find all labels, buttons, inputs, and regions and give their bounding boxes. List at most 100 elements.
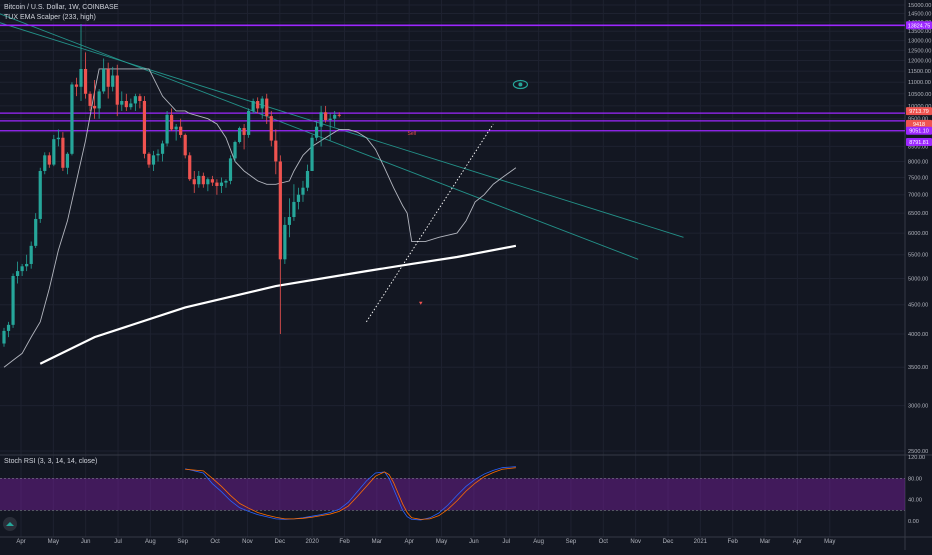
- candle[interactable]: [102, 68, 106, 92]
- candle[interactable]: [111, 75, 115, 87]
- candle[interactable]: [52, 139, 56, 165]
- price-tag: [906, 137, 932, 146]
- x-tick-label: May: [436, 539, 447, 545]
- x-tick-label: Nov: [242, 539, 253, 545]
- candle[interactable]: [292, 201, 296, 218]
- support-trendline[interactable]: [366, 123, 494, 323]
- candle[interactable]: [156, 153, 160, 156]
- y-tick-label: 6500.00: [908, 211, 928, 217]
- candle[interactable]: [251, 100, 255, 111]
- candle[interactable]: [83, 68, 88, 94]
- candle[interactable]: [47, 155, 51, 165]
- candle[interactable]: [287, 217, 291, 225]
- candle[interactable]: [43, 155, 47, 171]
- candle[interactable]: [274, 140, 278, 162]
- candle[interactable]: [88, 93, 92, 106]
- candle[interactable]: [260, 98, 264, 109]
- candle[interactable]: [233, 142, 237, 159]
- y-tick-label: 10500.00: [908, 92, 931, 98]
- x-tick-label: Feb: [339, 539, 350, 545]
- candle[interactable]: [337, 114, 341, 116]
- candle[interactable]: [97, 91, 101, 109]
- stoch-tick-label: 80.00: [908, 476, 922, 482]
- y-tick-label: 2500.00: [908, 449, 928, 455]
- eye-icon[interactable]: [512, 79, 529, 90]
- candle[interactable]: [265, 98, 269, 117]
- candle[interactable]: [324, 112, 328, 121]
- candle[interactable]: [124, 100, 128, 108]
- candle[interactable]: [115, 75, 119, 105]
- candle[interactable]: [6, 324, 11, 331]
- candle[interactable]: [138, 96, 142, 101]
- candle[interactable]: [160, 143, 165, 154]
- sell-arrow-icon: [418, 301, 423, 305]
- candle[interactable]: [247, 110, 251, 135]
- candle[interactable]: [151, 155, 156, 165]
- trendline[interactable]: [0, 7, 639, 260]
- candle[interactable]: [74, 84, 79, 87]
- candle[interactable]: [296, 194, 301, 202]
- y-tick-label: 8000.00: [908, 159, 928, 165]
- candle[interactable]: [56, 137, 60, 140]
- candle[interactable]: [142, 100, 147, 154]
- candle[interactable]: [228, 158, 233, 181]
- ema-scalper-line[interactable]: [3, 68, 517, 368]
- x-tick-label: Dec: [663, 539, 674, 545]
- candle[interactable]: [129, 103, 133, 108]
- stoch-line-d[interactable]: [185, 467, 516, 520]
- candle[interactable]: [120, 100, 124, 105]
- candle[interactable]: [201, 175, 205, 185]
- candle[interactable]: [219, 182, 224, 186]
- tradingview-logo-icon[interactable]: [3, 517, 17, 531]
- candle[interactable]: [2, 330, 6, 344]
- candle[interactable]: [328, 118, 332, 121]
- x-tick-label: Oct: [599, 539, 609, 545]
- candle[interactable]: [319, 112, 323, 127]
- candle[interactable]: [20, 266, 24, 272]
- candle[interactable]: [188, 155, 192, 180]
- candle[interactable]: [29, 245, 33, 264]
- candle[interactable]: [106, 68, 110, 87]
- candle[interactable]: [333, 114, 337, 119]
- candle[interactable]: [269, 116, 273, 141]
- candle[interactable]: [215, 182, 219, 186]
- trendline[interactable]: [0, 17, 684, 238]
- candle[interactable]: [210, 179, 214, 183]
- x-tick-label: May: [824, 539, 835, 545]
- candle[interactable]: [70, 84, 74, 154]
- candle[interactable]: [25, 263, 29, 267]
- candle[interactable]: [79, 68, 83, 87]
- candle[interactable]: [93, 105, 97, 109]
- candle[interactable]: [224, 180, 228, 183]
- stoch-line-k[interactable]: [185, 466, 516, 521]
- candle[interactable]: [314, 126, 319, 138]
- candle[interactable]: [11, 275, 15, 325]
- candle[interactable]: [206, 179, 210, 185]
- y-tick-label: 6000.00: [908, 231, 928, 237]
- candle[interactable]: [34, 218, 38, 246]
- candle[interactable]: [61, 137, 65, 168]
- candle[interactable]: [174, 126, 178, 130]
- candle[interactable]: [192, 179, 196, 185]
- candle[interactable]: [147, 153, 151, 165]
- candle[interactable]: [301, 187, 305, 195]
- candle[interactable]: [170, 114, 174, 130]
- candle[interactable]: [242, 128, 246, 135]
- candle[interactable]: [197, 175, 201, 185]
- candle[interactable]: [15, 271, 20, 276]
- candle[interactable]: [65, 153, 70, 168]
- candle[interactable]: [237, 128, 242, 143]
- candle[interactable]: [179, 126, 183, 135]
- ma-200-line[interactable]: [39, 244, 517, 365]
- candle[interactable]: [305, 170, 310, 188]
- candle[interactable]: [283, 224, 287, 260]
- candle[interactable]: [133, 96, 137, 104]
- candle[interactable]: [310, 137, 314, 171]
- candle[interactable]: [165, 114, 169, 144]
- candle[interactable]: [38, 170, 42, 219]
- candle[interactable]: [278, 161, 282, 260]
- candle[interactable]: [256, 100, 260, 109]
- candle[interactable]: [183, 134, 187, 156]
